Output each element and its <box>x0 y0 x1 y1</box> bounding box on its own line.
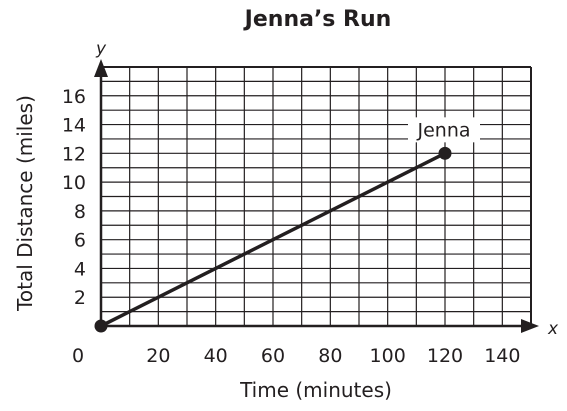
x-axis-arrow <box>521 319 539 333</box>
axes <box>94 59 539 333</box>
x-tick-label: 120 <box>427 345 463 367</box>
y-tick-label: 16 <box>62 86 86 108</box>
x-tick-label: 100 <box>370 345 406 367</box>
x-tick-label: 80 <box>318 345 342 367</box>
y-tick-label: 8 <box>74 201 86 223</box>
x-axis-label: Time (minutes) <box>239 378 392 402</box>
y-tick-label: 10 <box>62 172 86 194</box>
y-tick-label: 4 <box>74 258 86 280</box>
y-tick-label: 2 <box>74 287 86 309</box>
annotation-jenna: Jenna <box>416 119 470 141</box>
x-tick-labels: 0 20 40 60 80 100 120 140 <box>72 345 521 367</box>
series-line-jenna <box>100 151 446 328</box>
chart-title: Jenna’s Run <box>243 7 392 32</box>
x-tick-label: 40 <box>204 345 228 367</box>
y-tick-labels: 2 4 6 8 10 12 14 16 <box>62 86 86 309</box>
x-tick-label: 20 <box>146 345 170 367</box>
y-axis-label: Total Distance (miles) <box>13 95 37 312</box>
y-tick-label: 6 <box>74 230 86 252</box>
x-tick-label: 140 <box>484 345 520 367</box>
y-tick-label: 12 <box>62 143 86 165</box>
y-tick-label: 14 <box>62 115 86 137</box>
data-point <box>438 146 452 160</box>
x-tick-label: 0 <box>72 345 84 367</box>
grid <box>101 66 532 326</box>
y-axis-letter: y <box>95 39 107 59</box>
x-axis-letter: x <box>547 319 559 339</box>
y-axis-arrow <box>94 59 108 77</box>
data-point <box>94 319 108 333</box>
series <box>94 146 452 333</box>
x-tick-label: 60 <box>261 345 285 367</box>
annotation-background <box>408 117 480 143</box>
